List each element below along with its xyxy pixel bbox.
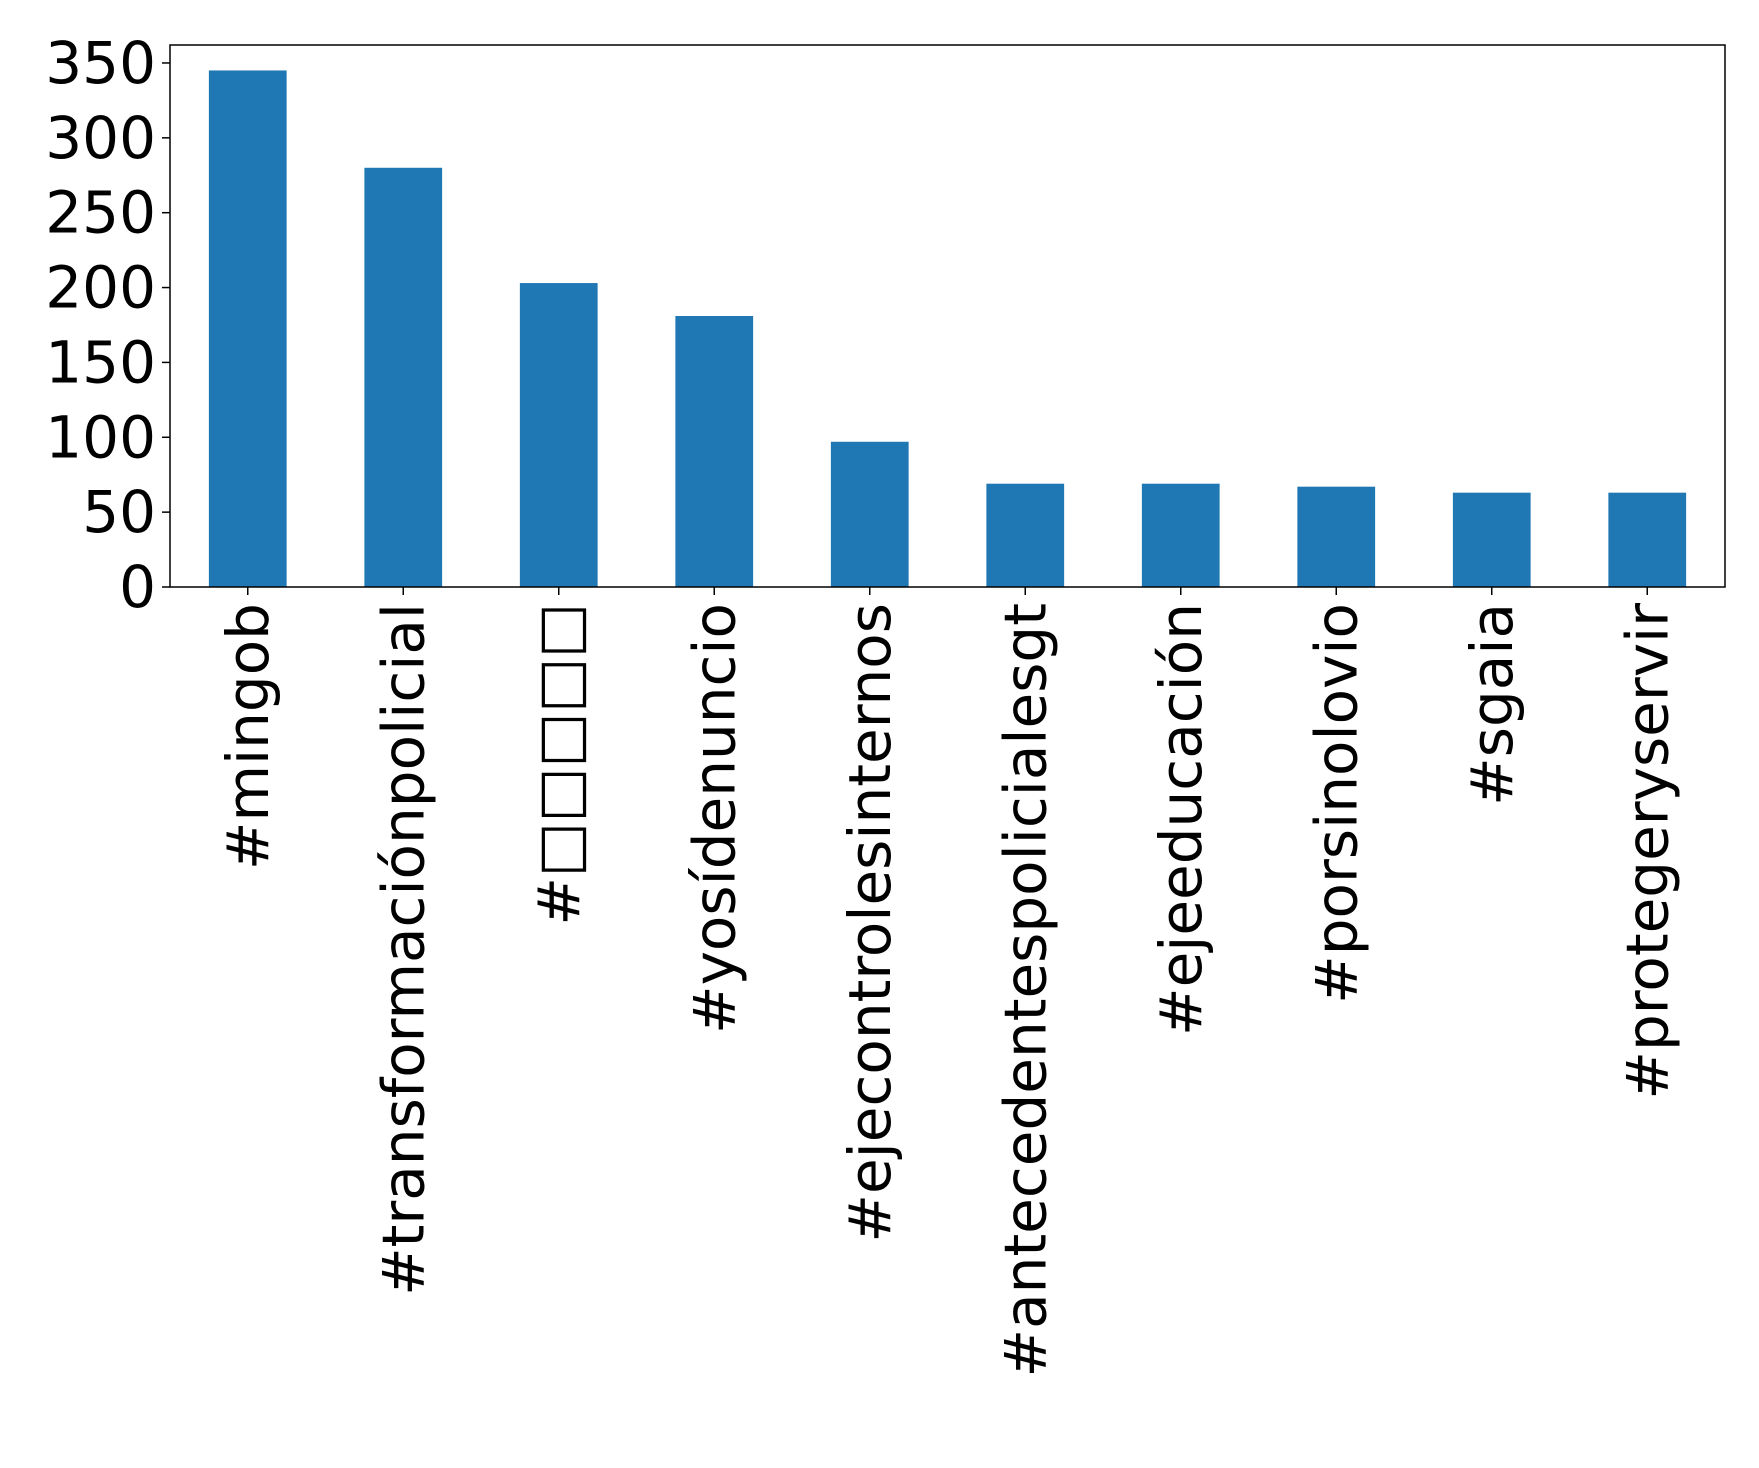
x-tick-label-6: #ejeeducación: [1147, 603, 1215, 1036]
bar-8: [1452, 492, 1531, 587]
x-tick-label-3: #yosídenuncio: [680, 603, 748, 1034]
x-tick-label-2: #□□□□□: [525, 603, 593, 926]
y-tick-label-5: 250: [45, 179, 156, 247]
bar-9: [1608, 492, 1687, 587]
bar-1: [364, 167, 443, 587]
y-tick-label-7: 350: [45, 29, 156, 97]
x-tick-label-1: #transformaciónpolicial: [369, 603, 437, 1296]
plot-frame: [169, 44, 1726, 588]
bar-6: [1141, 483, 1220, 587]
bar-3: [675, 316, 754, 587]
y-tick-label-1: 50: [82, 478, 156, 546]
x-tick-label-0: #mingob: [214, 603, 282, 870]
y-tick-label-3: 150: [45, 328, 156, 396]
y-tick-label-4: 200: [45, 254, 156, 322]
x-tick-label-4: #ejecontrolesinternos: [836, 603, 904, 1243]
bar-4: [830, 441, 909, 587]
bar-0: [208, 70, 287, 587]
y-tick-label-6: 300: [45, 104, 156, 172]
x-tick-label-9: #protegeryservir: [1613, 603, 1681, 1100]
x-tick-label-7: #porsinolovio: [1302, 603, 1370, 1004]
x-tick-label-5: #antecedentespolicialesgt: [991, 603, 1059, 1377]
x-tick-label-8: #sgaia: [1458, 603, 1526, 806]
y-tick-label-2: 100: [45, 403, 156, 471]
bar-2: [519, 283, 598, 587]
x-axis: #mingob #transformaciónpolicial #□□□□□ #yos…: [214, 587, 1681, 1377]
bars-layer: [208, 70, 1687, 587]
bar-5: [986, 483, 1065, 587]
y-tick-label-0: 0: [119, 553, 156, 621]
bar-7: [1297, 486, 1376, 587]
